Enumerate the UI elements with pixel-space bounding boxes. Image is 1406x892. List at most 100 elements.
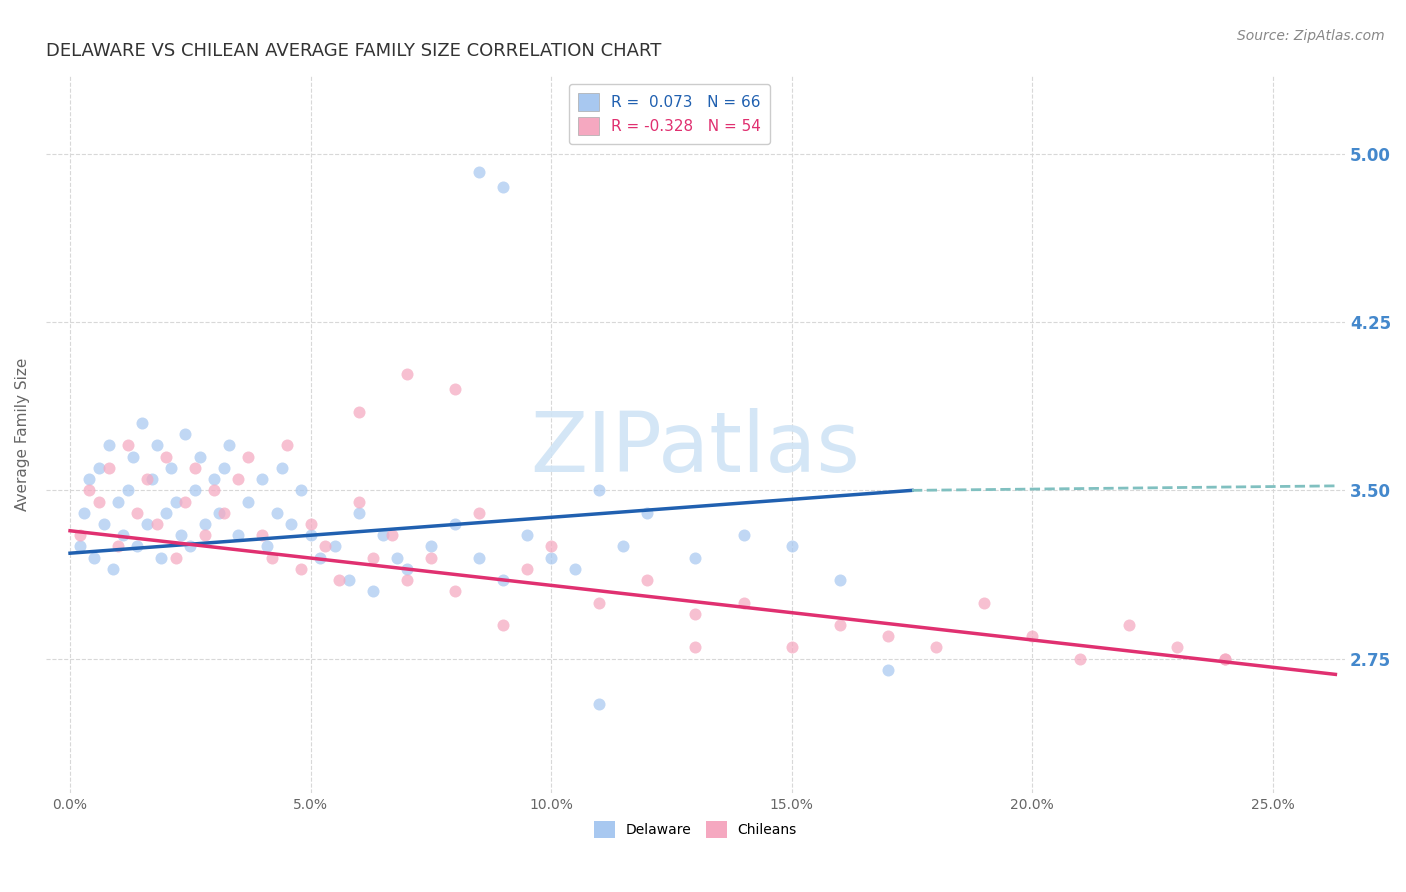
Point (165, 550, 187, 565)
Point (202, 483, 225, 498)
Point (1166, 640, 1188, 655)
Point (347, 494, 370, 508)
Point (77, 472, 100, 486)
Point (444, 516, 467, 531)
Point (395, 367, 418, 381)
Point (516, 562, 538, 576)
Point (145, 438, 167, 452)
Y-axis label: Average Family Size: Average Family Size (15, 358, 30, 511)
Point (468, 550, 491, 565)
Point (828, 573, 851, 587)
Point (290, 483, 312, 498)
Point (1213, 651, 1236, 665)
Point (256, 540, 278, 554)
Point (174, 427, 197, 442)
Point (314, 540, 336, 554)
Point (136, 516, 159, 531)
Point (780, 640, 803, 655)
Point (299, 516, 322, 531)
Point (77, 483, 100, 498)
Point (468, 164, 491, 178)
Point (973, 596, 995, 610)
Point (127, 540, 149, 554)
Point (371, 528, 394, 542)
Point (381, 528, 404, 542)
Point (155, 450, 177, 464)
Point (328, 573, 350, 587)
Point (516, 528, 538, 542)
Point (780, 540, 803, 554)
Point (444, 584, 467, 599)
Point (395, 562, 418, 576)
Point (202, 472, 225, 486)
Point (184, 461, 207, 475)
Point (685, 607, 707, 621)
Point (127, 506, 149, 520)
Point (299, 528, 322, 542)
Point (290, 562, 312, 576)
Point (361, 550, 384, 565)
Point (170, 528, 193, 542)
Point (270, 461, 292, 475)
Point (228, 472, 250, 486)
Point (877, 663, 900, 677)
Point (1213, 651, 1236, 665)
Point (160, 461, 183, 475)
Point (188, 450, 211, 464)
Point (107, 540, 129, 554)
Point (262, 550, 284, 565)
Point (212, 461, 235, 475)
Point (276, 438, 298, 452)
Point (925, 640, 948, 655)
Point (1069, 651, 1091, 665)
Point (87, 494, 110, 508)
Point (184, 483, 207, 498)
Point (540, 550, 562, 565)
Point (385, 550, 408, 565)
Point (612, 540, 634, 554)
Point (117, 438, 139, 452)
Point (492, 180, 515, 194)
Point (419, 550, 441, 565)
Point (73, 506, 96, 520)
Point (103, 562, 125, 576)
Point (395, 573, 418, 587)
Point (111, 528, 134, 542)
Point (208, 506, 231, 520)
Point (347, 405, 370, 419)
Point (236, 450, 259, 464)
Point (212, 506, 235, 520)
Point (194, 528, 217, 542)
Point (685, 640, 707, 655)
Point (361, 584, 384, 599)
Point (337, 573, 360, 587)
Text: DELAWARE VS CHILEAN AVERAGE FAMILY SIZE CORRELATION CHART: DELAWARE VS CHILEAN AVERAGE FAMILY SIZE … (46, 42, 661, 60)
Point (174, 494, 197, 508)
Point (121, 450, 143, 464)
Point (155, 506, 177, 520)
Point (228, 528, 250, 542)
Point (828, 618, 851, 632)
Point (444, 383, 467, 397)
Point (69, 528, 91, 542)
Point (236, 494, 259, 508)
Point (280, 516, 302, 531)
Point (347, 506, 370, 520)
Point (419, 540, 441, 554)
Point (97, 461, 120, 475)
Point (588, 483, 610, 498)
Point (636, 506, 658, 520)
Point (492, 618, 515, 632)
Point (107, 494, 129, 508)
Point (93, 516, 115, 531)
Point (564, 562, 586, 576)
Point (69, 540, 91, 554)
Point (1021, 629, 1043, 643)
Point (733, 596, 755, 610)
Point (252, 472, 274, 486)
Point (588, 596, 610, 610)
Point (83, 550, 105, 565)
Point (1118, 618, 1140, 632)
Point (309, 550, 332, 565)
Point (218, 438, 240, 452)
